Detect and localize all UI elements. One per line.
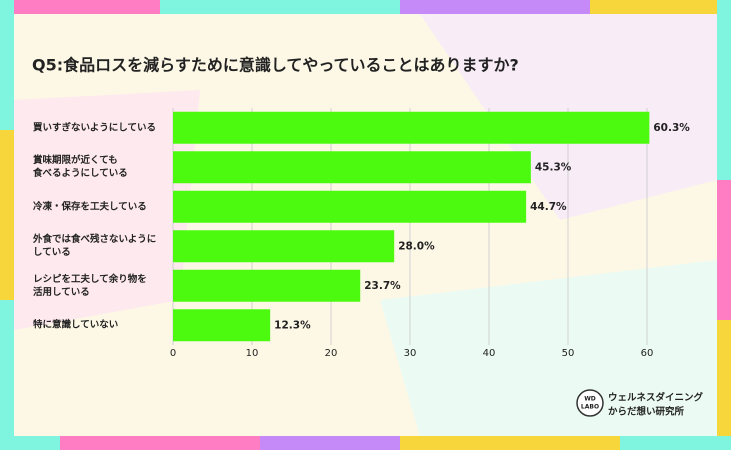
- bar: [173, 111, 650, 144]
- border-strip: [590, 0, 731, 14]
- border-strip: [0, 436, 60, 450]
- logo-mark: WD: [584, 396, 596, 403]
- value-label: 12.3%: [274, 319, 311, 331]
- y-tick-label: 買いすぎないようにしている: [33, 122, 157, 134]
- value-label: 23.7%: [364, 280, 401, 292]
- x-tick-label: 40: [483, 348, 496, 359]
- y-tick-label: 外食では食べ残さないように している: [33, 234, 157, 259]
- x-tick-label: 60: [641, 348, 654, 359]
- decor: [380, 260, 717, 436]
- decor: [14, 90, 200, 330]
- x-tick-label: 50: [562, 348, 575, 359]
- logo-circle: [576, 389, 604, 417]
- value-label: 44.7%: [530, 201, 567, 213]
- border-strip: [60, 436, 260, 450]
- bar: [173, 230, 395, 263]
- border-strip: [400, 0, 590, 14]
- x-tick-label: 10: [246, 348, 259, 359]
- value-label: 45.3%: [535, 161, 572, 173]
- y-tick-label: レシピを工夫して余り物を 活用している: [33, 273, 147, 298]
- value-label: 60.3%: [653, 122, 690, 134]
- chart-title: Q5:食品ロスを減らすために意識してやっていることはありますか?: [32, 56, 519, 75]
- x-tick-label: 0: [170, 348, 176, 359]
- logo-mark: LABO: [581, 404, 599, 411]
- x-tick-label: 20: [325, 348, 338, 359]
- border-strip: [717, 320, 731, 450]
- y-tick-label: 特に意識していない: [33, 319, 119, 331]
- border-strip: [0, 0, 160, 14]
- border-strip: [0, 300, 14, 450]
- value-label: 28.0%: [398, 240, 435, 252]
- border-strip: [400, 436, 620, 450]
- bar: [173, 151, 531, 184]
- bar: [173, 309, 271, 342]
- border-strip: [160, 0, 400, 14]
- border-strip: [0, 0, 14, 130]
- bar: [173, 190, 527, 223]
- x-tick-label: 30: [404, 348, 417, 359]
- border-strip: [717, 0, 731, 180]
- border-strip: [260, 436, 400, 450]
- bar: [173, 269, 361, 302]
- border-strip: [620, 436, 731, 450]
- border-strip: [717, 180, 731, 320]
- border-strip: [0, 130, 14, 300]
- y-tick-label: 冷凍・保存を工夫している: [33, 201, 147, 213]
- logo-text: からだ想い研究所: [608, 406, 685, 418]
- y-tick-label: 賞味期限が近くても 食べるようにしている: [33, 155, 128, 180]
- logo-text: ウェルネスダイニング: [608, 392, 704, 404]
